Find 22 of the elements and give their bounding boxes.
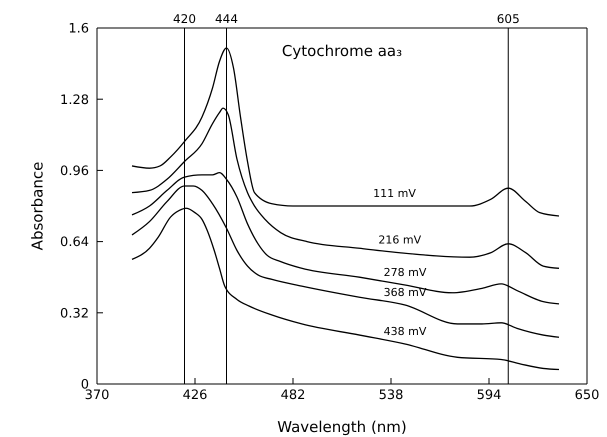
series-label: 438 mV — [384, 324, 427, 338]
x-tick-label: 538 — [378, 388, 404, 404]
y-tick-label: 0.64 — [60, 235, 89, 250]
x-tick-label: 370 — [84, 388, 110, 404]
y-tick-label: 0.96 — [60, 164, 89, 180]
ref-line-label: 605 — [496, 12, 520, 26]
series-label: 216 mV — [378, 234, 422, 247]
series-label: 368 mV — [384, 286, 427, 300]
y-tick-label: 1.6 — [68, 22, 89, 37]
x-tick-label: 594 — [476, 388, 502, 404]
ref-line-label: 420 — [173, 12, 196, 26]
x-axis-title: Wavelength (nm) — [277, 418, 407, 436]
series-label: 111 mV — [373, 187, 416, 200]
y-tick-label: 0.32 — [60, 306, 89, 322]
x-tick-label: 650 — [574, 388, 600, 404]
series-label: 278 mV — [384, 266, 427, 279]
text: Cytochrome aa₃ — [280, 42, 404, 60]
x-tick-label: 426 — [182, 388, 208, 404]
y-axis-title: Absorbance — [28, 162, 46, 250]
y-tick-label: 1.28 — [60, 92, 89, 108]
x-tick-label: 482 — [280, 388, 306, 404]
ref-line-label: 444 — [215, 12, 238, 26]
